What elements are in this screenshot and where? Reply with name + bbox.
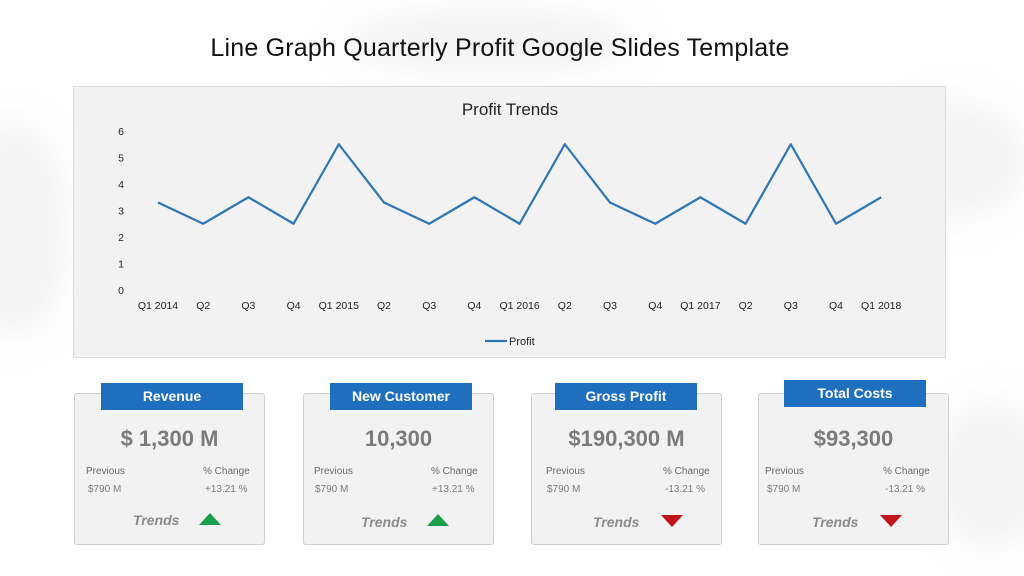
previous-label: Previous [86,466,125,477]
x-tick-label: Q4 [648,300,662,312]
change-label: % Change [431,466,478,477]
chart-title: Profit Trends [462,100,558,119]
legend-label: Profit [509,336,535,348]
x-tick-label: Q4 [467,300,481,312]
series-line-profit [157,143,882,225]
background-shape [0,120,70,340]
trend-up-icon [427,514,449,526]
x-tick-label: Q3 [241,300,255,312]
trends-label: Trends [361,514,408,530]
change-value: -13.21 % [665,484,706,495]
trend-down-icon [880,515,902,527]
previous-value: $790 M [88,484,122,495]
y-tick-label: 1 [118,259,124,271]
y-tick-label: 5 [118,153,124,165]
trend-down-icon [661,515,683,527]
background-shape [340,6,640,76]
previous-value: $790 M [767,484,801,495]
x-tick-label: Q1 2017 [680,300,720,312]
x-tick-label: Q4 [287,300,301,312]
previous-value: $790 M [547,484,581,495]
card-value: $ 1,300 M [120,426,219,451]
kpi-card-gross-profit: Gross Profit $190,300 M Previous % Chang… [531,383,722,545]
card-header: Total Costs [784,380,926,407]
change-value: +13.21 % [432,484,475,495]
change-value: +13.21 % [205,484,248,495]
card-header: Revenue [101,383,243,410]
y-tick-label: 6 [118,126,124,138]
change-label: % Change [663,466,710,477]
x-tick-label: Q3 [422,300,436,312]
change-label: % Change [203,466,250,477]
card-value: $190,300 M [568,426,685,451]
previous-label: Previous [765,466,804,477]
y-tick-label: 3 [118,206,124,218]
chart-panel: Profit Trends 0 1 2 3 4 5 6 Q1 2014 Q2 Q3 Q4 Q1 20… [73,86,946,358]
kpi-card-revenue: Revenue $ 1,300 M Previous % Change $790… [74,383,265,545]
previous-label: Previous [314,466,353,477]
kpi-card-total-costs: Total Costs $93,300 Previous % Change $7… [758,380,949,545]
y-tick-label: 0 [118,285,124,297]
x-tick-label: Q2 [196,300,210,312]
card-value: $93,300 [813,426,894,451]
trends-label: Trends [133,512,180,528]
change-value: -13.21 % [885,484,926,495]
card-header: New Customer [330,383,472,410]
card-header: Gross Profit [555,383,697,410]
previous-value: $790 M [315,484,349,495]
page-title: Line Graph Quarterly Profit Google Slide… [210,34,790,62]
card-value: 10,300 [364,426,433,451]
y-tick-label: 4 [118,179,124,191]
y-tick-label: 2 [118,232,124,244]
previous-label: Previous [546,466,585,477]
x-tick-label: Q1 2018 [861,300,901,312]
x-tick-label: Q2 [558,300,572,312]
x-tick-label: Q1 2016 [499,300,539,312]
kpi-card-new-customer: New Customer 10,300 Previous % Change $7… [303,383,494,545]
x-tick-label: Q1 2014 [138,300,178,312]
trend-up-icon [199,513,221,525]
x-tick-label: Q4 [829,300,843,312]
x-tick-label: Q2 [739,300,753,312]
x-tick-label: Q3 [603,300,617,312]
x-tick-label: Q3 [784,300,798,312]
trends-label: Trends [593,514,640,530]
x-tick-label: Q2 [377,300,391,312]
change-label: % Change [883,466,930,477]
x-tick-label: Q1 2015 [319,300,359,312]
trends-label: Trends [812,514,859,530]
line-chart: Profit Trends 0 1 2 3 4 5 6 Q1 2014 Q2 Q3 Q4 Q1 20… [118,100,901,348]
